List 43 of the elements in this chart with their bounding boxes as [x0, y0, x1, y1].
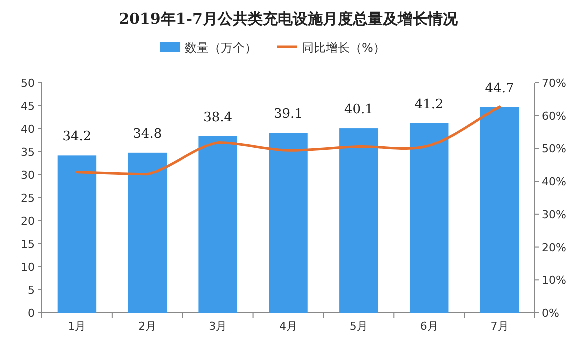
y-tick-label: 5 — [28, 284, 35, 297]
bar — [128, 152, 168, 313]
x-tick-label: 6月 — [420, 320, 438, 333]
chart-title: 2019年1-7月公共类充电设施月度总量及增长情况 — [119, 10, 459, 28]
y-tick-label: 40 — [21, 123, 35, 136]
bar — [410, 123, 449, 313]
bar — [198, 136, 238, 313]
y-tick-label: 15 — [21, 238, 35, 251]
y2-tick-label: 60% — [542, 110, 566, 123]
x-tick-label: 7月 — [490, 320, 509, 333]
y-tick-label: 45 — [21, 100, 35, 113]
data-label: 39.1 — [274, 107, 303, 122]
y-tick-label: 10 — [21, 261, 35, 274]
y-tick-label: 0 — [28, 307, 35, 320]
y-tick-label: 30 — [21, 169, 35, 182]
bar — [58, 156, 97, 313]
y-tick-label: 50 — [21, 77, 35, 90]
y2-tick-label: 10% — [542, 274, 566, 288]
y-tick-label: 35 — [21, 146, 35, 159]
y2-tick-label: 30% — [542, 208, 566, 222]
y2-tick-label: 50% — [542, 142, 566, 156]
x-tick-label: 5月 — [350, 320, 368, 333]
y2-tick-label: 70% — [542, 77, 566, 90]
x-tick-label: 3月 — [209, 320, 228, 333]
data-label: 44.7 — [485, 81, 514, 96]
y-tick-label: 20 — [21, 215, 35, 228]
bar — [340, 128, 378, 313]
y-tick-label: 25 — [21, 192, 35, 205]
bar — [269, 133, 308, 313]
y2-tick-label: 40% — [542, 176, 566, 189]
x-tick-label: 2月 — [138, 320, 157, 333]
data-label: 38.4 — [204, 110, 233, 126]
data-label: 41.2 — [414, 97, 444, 112]
y2-tick-label: 20% — [542, 241, 566, 254]
data-label: 40.1 — [344, 102, 374, 118]
x-tick-label: 1月 — [68, 320, 86, 333]
legend-label: 数量（万个） — [185, 41, 257, 55]
legend-label: 同比增长（%） — [302, 41, 386, 55]
data-label: 34.2 — [62, 130, 92, 145]
y2-tick-label: 0% — [542, 307, 560, 320]
bar — [480, 107, 520, 313]
x-tick-label: 4月 — [280, 320, 298, 333]
data-label: 34.8 — [133, 126, 162, 142]
